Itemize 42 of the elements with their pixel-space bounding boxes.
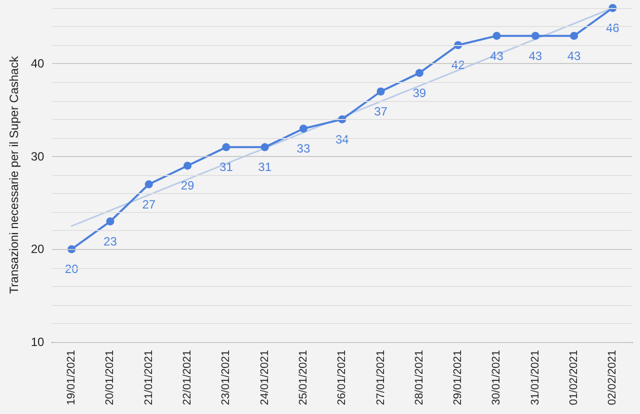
point [415,68,424,77]
x-tick-label: 25/01/2021 [297,350,310,406]
point [260,143,269,152]
x-tick-label: 21/01/2021 [142,350,155,406]
point [144,180,153,188]
data-label: 43 [567,48,582,63]
data-label: 31 [219,160,234,174]
x-tick-label: 27/01/2021 [374,350,387,406]
x-tick-label: 26/01/2021 [336,350,348,406]
data-label: 33 [296,142,310,156]
data-label: 37 [374,104,388,118]
point [299,124,308,133]
x-tick-label: 19/01/2021 [66,350,78,406]
x-tick-label: 30/01/2021 [490,350,503,406]
point [531,32,540,40]
x-tick-label: 01/02/2021 [568,350,580,406]
y-tick-label: 10 [30,335,45,349]
y-tick-label: 30 [30,149,45,164]
point [376,88,385,96]
x-tick-label: 29/01/2021 [452,350,464,406]
x-tick-label: 28/01/2021 [413,350,426,406]
x-tick-label: 22/01/2021 [182,350,194,406]
x-tick-label: 02/02/2021 [606,350,619,406]
point [184,162,192,170]
x-tick-label: 20/01/2021 [104,350,116,406]
point [222,143,230,152]
x-tick-label: 23/01/2021 [220,350,232,406]
y-tick-label: 20 [30,242,45,256]
data-label: 39 [412,86,426,100]
data-label: 29 [180,178,195,193]
y-axis-title: Transazioni necessarie per il Super Cashack [7,55,21,294]
data-label: 43 [490,48,504,63]
data-label: 27 [142,197,156,212]
data-label: 23 [104,234,118,248]
x-tick-label: 24/01/2021 [258,350,271,406]
point [492,32,501,40]
data-label: 31 [258,160,272,174]
x-tick-label: 31/01/2021 [529,350,542,406]
y-tick-label: 40 [30,56,45,71]
point [570,32,578,40]
point [106,217,114,226]
data-label: 43 [528,48,542,63]
